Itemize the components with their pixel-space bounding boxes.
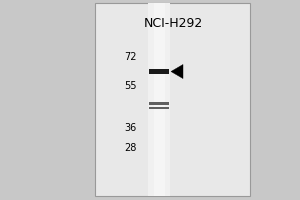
- Text: 72: 72: [124, 52, 137, 62]
- Bar: [149, 102, 169, 105]
- Bar: [149, 107, 169, 109]
- Text: 36: 36: [125, 123, 137, 133]
- Bar: [154, 3, 164, 196]
- Bar: [95, 3, 250, 196]
- Bar: [149, 69, 169, 74]
- Bar: [148, 3, 170, 196]
- Text: NCI-H292: NCI-H292: [143, 17, 203, 30]
- Text: 28: 28: [124, 143, 137, 153]
- Polygon shape: [171, 65, 183, 79]
- Text: 55: 55: [124, 81, 137, 91]
